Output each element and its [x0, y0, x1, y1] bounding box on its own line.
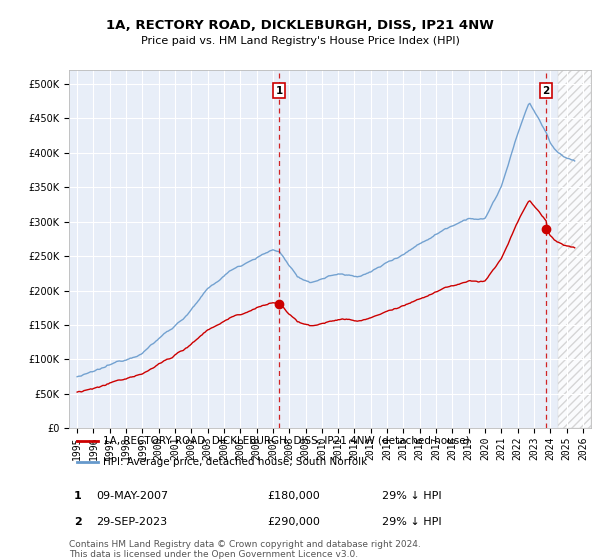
Text: 2: 2: [542, 86, 550, 96]
Text: 1: 1: [275, 86, 283, 96]
Text: £290,000: £290,000: [268, 517, 320, 527]
Text: £180,000: £180,000: [268, 491, 320, 501]
Text: 1A, RECTORY ROAD, DICKLEBURGH, DISS, IP21 4NW (detached house): 1A, RECTORY ROAD, DICKLEBURGH, DISS, IP2…: [103, 436, 470, 446]
Text: 29% ↓ HPI: 29% ↓ HPI: [382, 517, 442, 527]
Text: Contains HM Land Registry data © Crown copyright and database right 2024.: Contains HM Land Registry data © Crown c…: [69, 540, 421, 549]
Text: 1A, RECTORY ROAD, DICKLEBURGH, DISS, IP21 4NW: 1A, RECTORY ROAD, DICKLEBURGH, DISS, IP2…: [106, 18, 494, 32]
Text: This data is licensed under the Open Government Licence v3.0.: This data is licensed under the Open Gov…: [69, 550, 358, 559]
Text: 29% ↓ HPI: 29% ↓ HPI: [382, 491, 442, 501]
Text: 1: 1: [74, 491, 82, 501]
Text: 2: 2: [74, 517, 82, 527]
Text: Price paid vs. HM Land Registry's House Price Index (HPI): Price paid vs. HM Land Registry's House …: [140, 36, 460, 46]
Text: 09-MAY-2007: 09-MAY-2007: [96, 491, 168, 501]
Text: HPI: Average price, detached house, South Norfolk: HPI: Average price, detached house, Sout…: [103, 457, 367, 467]
Text: 29-SEP-2023: 29-SEP-2023: [96, 517, 167, 527]
